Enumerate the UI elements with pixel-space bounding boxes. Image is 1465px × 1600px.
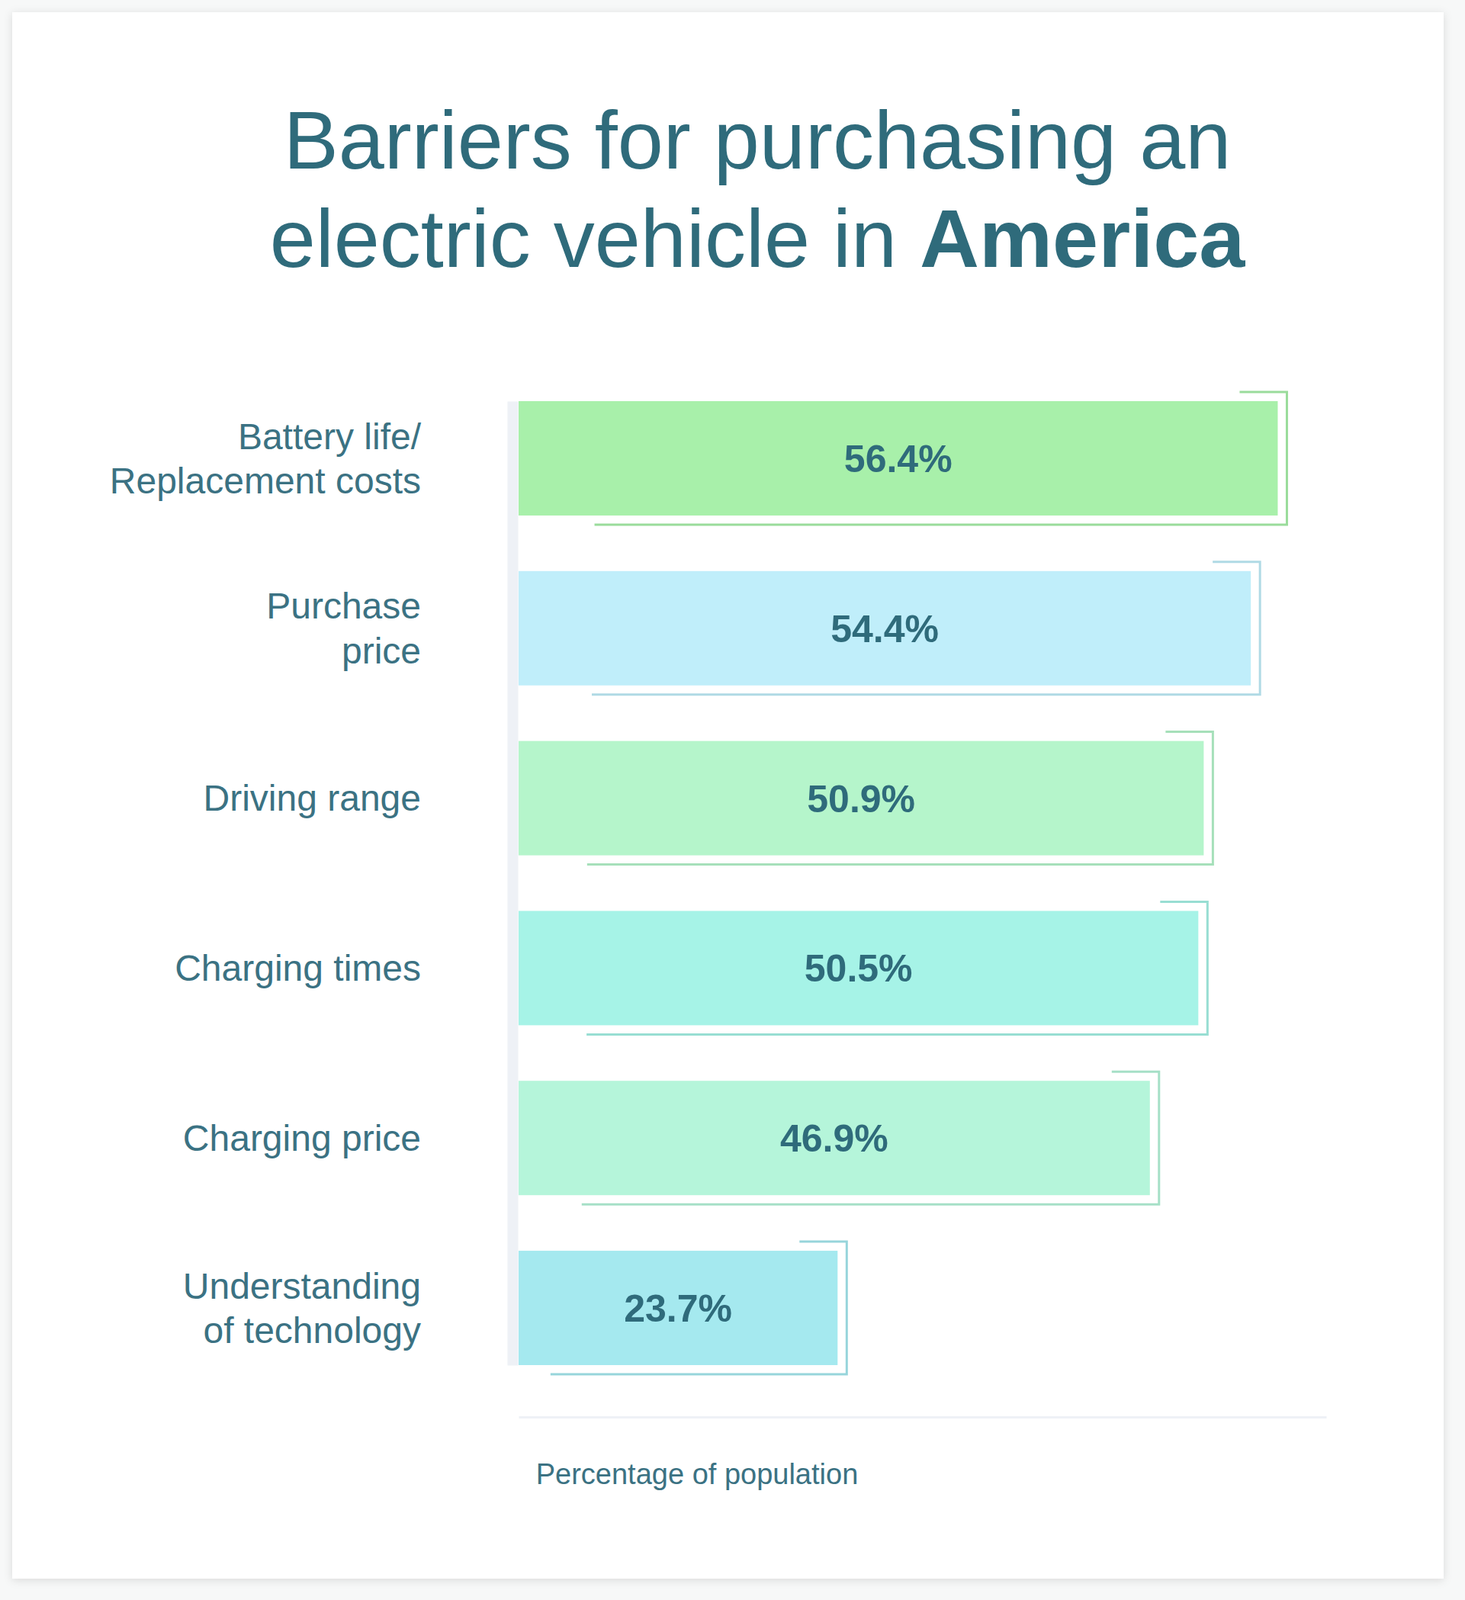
data-label: 56.4%: [844, 437, 953, 481]
y-tick: Charging times: [174, 947, 421, 989]
y-tick-label-line: Driving range: [203, 777, 421, 819]
y-axis-line: [507, 401, 519, 1366]
y-tick: Driving range: [203, 777, 421, 819]
bar: [518, 571, 1251, 686]
bar: [518, 741, 1204, 856]
y-tick: Battery life/Replacement costs: [109, 415, 422, 502]
data-label: 50.5%: [804, 947, 913, 990]
bar: [518, 1250, 838, 1366]
data-label: 54.4%: [830, 607, 939, 651]
bar: [518, 910, 1199, 1025]
title-part: electric vehicle in: [269, 192, 920, 285]
y-tick-label-line: Replacement costs: [109, 460, 421, 502]
title-emphasis: America: [919, 192, 1246, 285]
y-tick-label-line: Charging price: [183, 1118, 421, 1159]
y-tick-label-line: price: [341, 630, 421, 672]
y-tick: Purchaseprice: [266, 585, 421, 672]
title-line: electric vehicle in America: [269, 192, 1247, 285]
plot-area: [518, 391, 1287, 1375]
y-tick: Charging price: [183, 1118, 421, 1159]
data-label: 23.7%: [623, 1287, 733, 1331]
y-tick-label: Battery life/Replacement costs: [109, 415, 422, 502]
y-tick-label: Driving range: [203, 777, 421, 819]
y-tick-label: Understandingof technology: [183, 1265, 421, 1352]
y-tick-label: Charging times: [174, 947, 421, 989]
y-tick-label: Charging price: [183, 1118, 421, 1159]
data-label: 50.9%: [806, 777, 916, 821]
data-label: 46.9%: [780, 1117, 889, 1160]
x-axis-title: Percentage of population: [536, 1458, 859, 1491]
bar: [518, 1080, 1151, 1196]
data-labels: 56.4% 54.4% 50.9% 50.5% 46.9% 23.7%: [623, 437, 952, 1331]
title-line: Barriers for purchasing an: [283, 93, 1232, 187]
chart-root: Barriers for purchasing anelectric vehic…: [0, 0, 1465, 1600]
x-axis: [519, 1416, 1327, 1418]
y-tick-label: Purchaseprice: [266, 585, 421, 672]
y-tick-label-line: Understanding: [183, 1265, 421, 1307]
card: [12, 12, 1444, 1579]
y-axis: Battery life/Replacement costs Purchasepr…: [109, 401, 514, 1366]
y-tick-label-line: Charging times: [174, 947, 421, 989]
y-tick-label-line: of technology: [202, 1310, 421, 1351]
y-tick: Understandingof technology: [183, 1265, 421, 1352]
title: Barriers for purchasing anelectric vehic…: [269, 93, 1247, 285]
y-tick-label-line: Battery life/: [237, 415, 422, 457]
bar: [518, 401, 1278, 516]
y-tick-label-line: Purchase: [266, 585, 421, 627]
x-axis-line: [519, 1416, 1327, 1419]
